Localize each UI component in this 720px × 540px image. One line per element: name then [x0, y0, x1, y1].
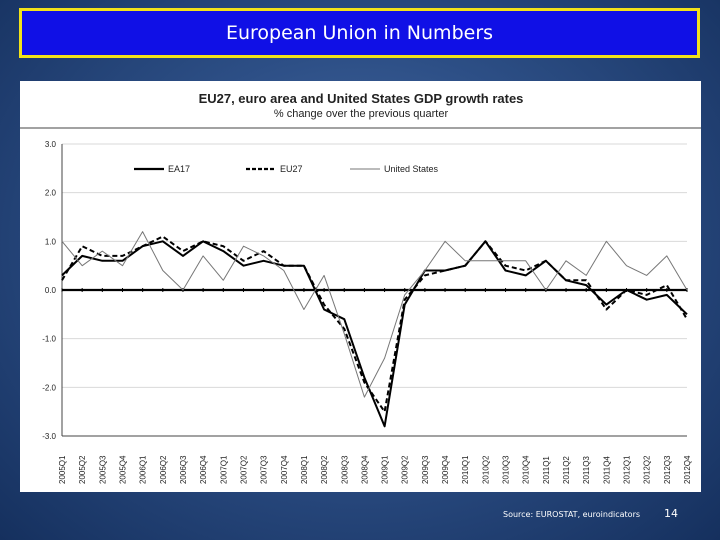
- y-tick-label: 0.0: [45, 286, 57, 295]
- x-tick-label: 2009Q3: [421, 455, 430, 484]
- x-tick-label: 2007Q1: [219, 455, 228, 484]
- y-tick-label: 3.0: [45, 140, 57, 149]
- x-tick-label: 2007Q3: [260, 455, 269, 484]
- legend-label: EU27: [280, 164, 303, 174]
- x-tick-label: 2007Q4: [280, 455, 289, 484]
- x-tick-label: 2010Q3: [502, 455, 511, 484]
- gdp-growth-chart: EU27, euro area and United States GDP gr…: [20, 91, 701, 484]
- slide-title: European Union in Numbers: [225, 22, 494, 44]
- x-tick-label: 2009Q2: [401, 455, 410, 484]
- title-banner: European Union in Numbers: [19, 8, 700, 58]
- x-tick-label: 2006Q2: [159, 455, 168, 484]
- x-tick-label: 2012Q3: [663, 455, 672, 484]
- x-tick-label: 2009Q1: [381, 455, 390, 484]
- series-line-eu27: [61, 235, 688, 413]
- x-tick-label: 2005Q4: [118, 455, 127, 484]
- x-tick-label: 2007Q2: [239, 455, 248, 484]
- x-tick-label: 2011Q3: [582, 456, 591, 484]
- x-tick-label: 2008Q4: [360, 455, 369, 484]
- chart-title: EU27, euro area and United States GDP gr…: [199, 91, 524, 106]
- y-tick-label: -2.0: [42, 383, 56, 392]
- series-line-united-states: [61, 231, 688, 398]
- x-tick-label: 2008Q3: [340, 455, 349, 484]
- y-tick-label: 2.0: [45, 189, 57, 198]
- y-tick-label: -3.0: [42, 432, 56, 441]
- x-tick-label: 2005Q1: [58, 455, 67, 484]
- x-tick-label: 2010Q2: [481, 455, 490, 484]
- legend-label: EA17: [168, 164, 190, 174]
- source-note: Source: EUROSTAT, euroindicators: [503, 510, 641, 519]
- chart-subtitle: % change over the previous quarter: [274, 108, 449, 120]
- chart-panel: EU27, euro area and United States GDP gr…: [20, 81, 701, 492]
- x-tick-label: 2006Q4: [199, 455, 208, 484]
- x-tick-label: 2010Q1: [461, 455, 470, 484]
- x-tick-label: 2011Q4: [602, 456, 611, 484]
- y-tick-label: 1.0: [45, 237, 57, 246]
- x-tick-label: 2009Q4: [441, 455, 450, 484]
- x-tick-label: 2006Q1: [139, 455, 148, 484]
- x-tick-label: 2011Q2: [562, 456, 571, 484]
- legend-label: United States: [384, 164, 439, 174]
- x-tick-label: 2012Q1: [623, 455, 632, 484]
- x-tick-label: 2008Q1: [300, 455, 309, 484]
- x-tick-label: 2012Q4: [683, 455, 692, 484]
- x-tick-label: 2005Q2: [78, 455, 87, 484]
- series-line-ea17: [61, 240, 688, 428]
- page-number: 14: [664, 507, 678, 520]
- y-tick-label: -1.0: [42, 335, 56, 344]
- x-tick-label: 2010Q4: [522, 455, 531, 484]
- x-tick-label: 2012Q2: [643, 455, 652, 484]
- x-tick-label: 2008Q2: [320, 455, 329, 484]
- x-tick-label: 2005Q3: [98, 455, 107, 484]
- x-tick-label: 2011Q1: [542, 456, 551, 484]
- x-tick-label: 2006Q3: [179, 455, 188, 484]
